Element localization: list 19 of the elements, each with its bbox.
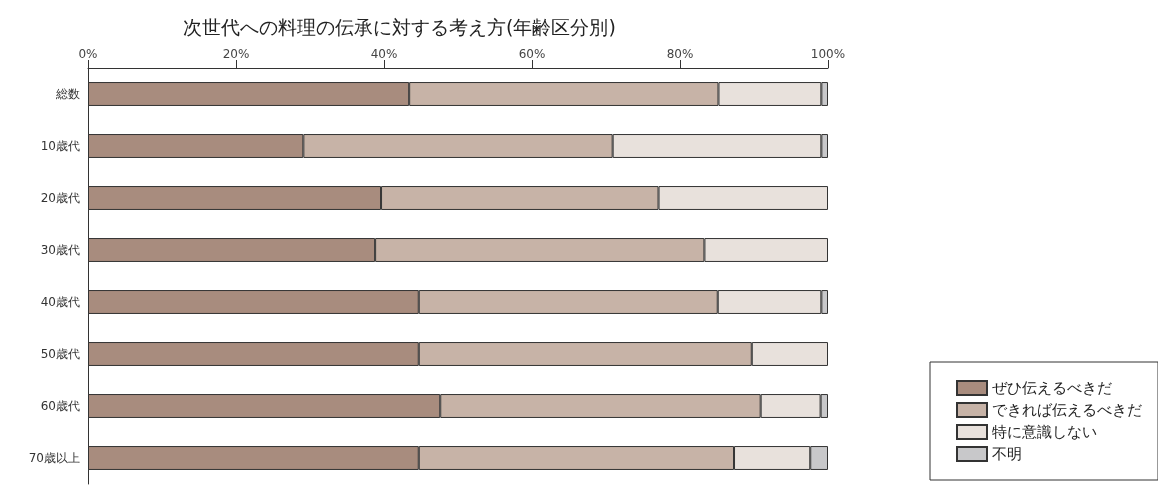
y-tick-label: 70歳以上 xyxy=(28,451,80,465)
x-tick-label: 0% xyxy=(78,47,98,61)
y-tick-label: 20歳代 xyxy=(40,191,80,205)
y-tick-label: 総数 xyxy=(55,87,80,101)
legend-label: 不明 xyxy=(992,445,1022,463)
x-tick-label: 100% xyxy=(810,47,846,61)
x-tick-label: 80% xyxy=(666,47,694,61)
x-tick-label: 60% xyxy=(518,47,546,61)
y-tick-label: 50歳代 xyxy=(40,347,80,361)
y-tick-label: 40歳代 xyxy=(40,295,80,309)
x-tick-label: 40% xyxy=(370,47,398,61)
y-tick-label: 30歳代 xyxy=(40,243,80,257)
legend-label: ぜひ伝えるべきだ xyxy=(992,379,1112,397)
x-tick-label: 20% xyxy=(222,47,250,61)
y-tick-label: 60歳代 xyxy=(40,399,80,413)
y-tick-label: 10歳代 xyxy=(40,139,80,153)
legend-label: 特に意識しない xyxy=(992,423,1097,441)
chart-title: 次世代への料理の伝承に対する考え方(年齢区分別) xyxy=(183,15,616,38)
legend-label: できれば伝えるべきだ xyxy=(992,401,1142,419)
